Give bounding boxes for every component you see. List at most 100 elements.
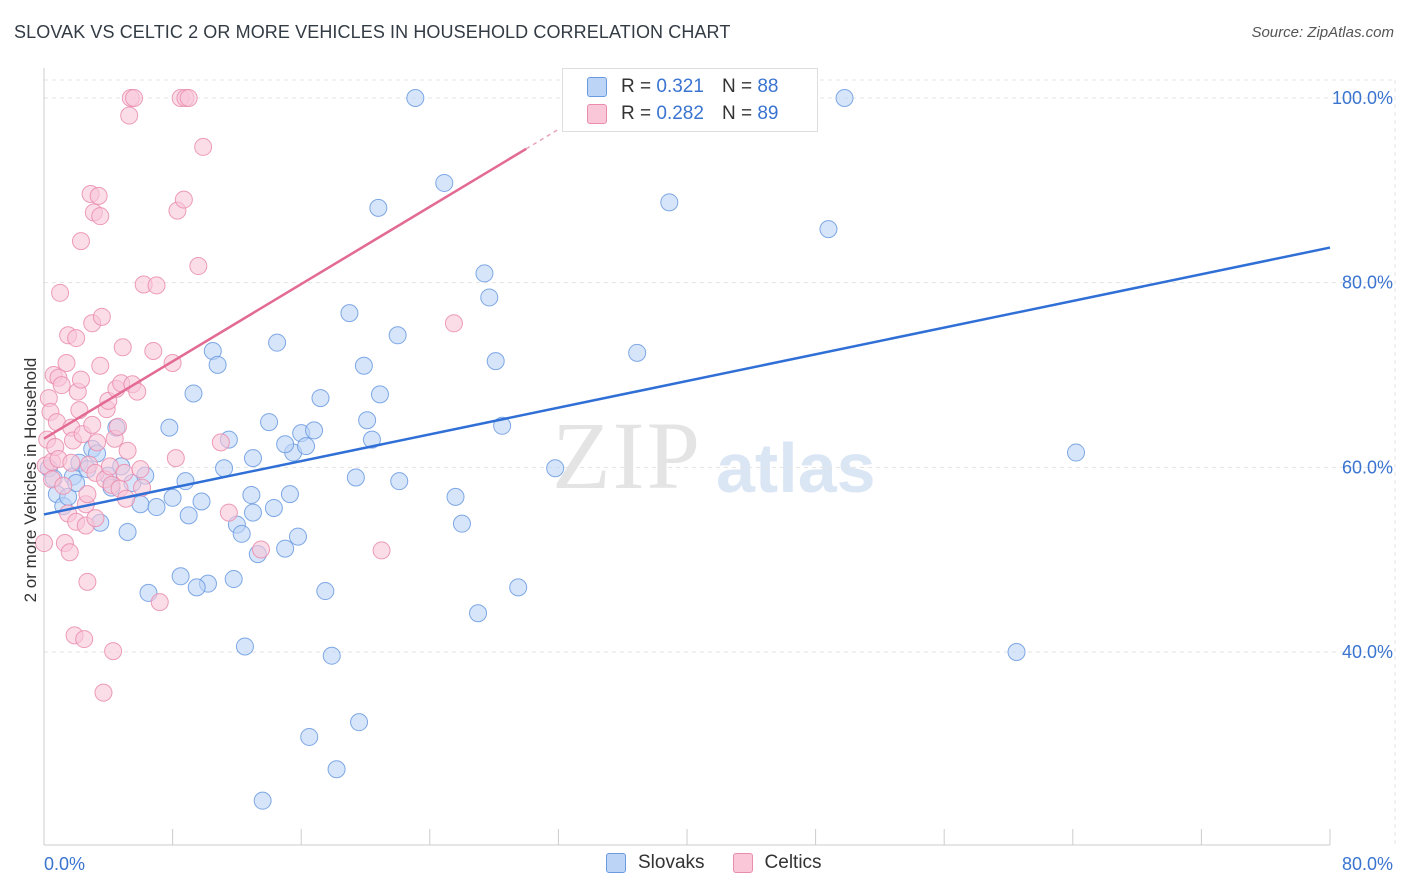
- chart-title: SLOVAK VS CELTIC 2 OR MORE VEHICLES IN H…: [14, 22, 731, 42]
- point-celtics: [35, 534, 53, 553]
- legend-swatch-celtics: [587, 104, 607, 124]
- point-slovaks: [340, 304, 359, 323]
- point-slovaks: [354, 356, 373, 375]
- y-tick-label: 60.0%: [1342, 457, 1393, 477]
- point-celtics: [115, 463, 134, 482]
- point-celtics: [92, 307, 111, 326]
- point-slovaks: [300, 727, 319, 746]
- series-legend-slovaks: Slovaks: [606, 852, 705, 874]
- point-celtics: [174, 190, 193, 209]
- point-celtics: [71, 370, 90, 389]
- point-slovaks: [297, 437, 316, 456]
- point-slovaks: [358, 411, 377, 430]
- point-celtics: [52, 376, 71, 395]
- point-celtics: [166, 449, 185, 468]
- point-slovaks: [160, 418, 179, 437]
- point-celtics: [219, 503, 238, 522]
- point-celtics: [91, 356, 110, 375]
- y-tick-label: 40.0%: [1342, 642, 1393, 662]
- point-slovaks: [253, 791, 272, 810]
- point-slovaks: [288, 527, 307, 546]
- point-celtics: [54, 476, 73, 495]
- point-celtics: [51, 283, 70, 302]
- point-slovaks: [509, 578, 528, 597]
- y-axis-label-wrap: 2 or more Vehicles in Household: [16, 300, 46, 660]
- point-slovaks: [327, 760, 346, 779]
- legend-n-value-slovaks: 88: [757, 76, 779, 97]
- series-legend-label-celtics: Celtics: [764, 852, 822, 873]
- point-slovaks: [1067, 443, 1086, 462]
- point-celtics: [194, 137, 213, 156]
- legend-r-label: R =: [621, 76, 652, 97]
- point-celtics: [89, 186, 108, 205]
- point-slovaks: [546, 459, 565, 478]
- point-slovaks: [369, 198, 388, 217]
- point-slovaks: [475, 264, 494, 283]
- point-slovaks: [311, 389, 330, 408]
- point-celtics: [211, 433, 230, 452]
- point-slovaks: [192, 492, 211, 511]
- point-celtics: [94, 683, 113, 702]
- point-celtics: [71, 232, 90, 251]
- legend-n-label: N =: [721, 103, 753, 124]
- point-celtics: [252, 540, 271, 559]
- point-slovaks: [452, 514, 471, 533]
- point-slovaks: [276, 435, 295, 454]
- point-slovaks: [350, 713, 369, 732]
- legend-r-label: R =: [621, 103, 652, 124]
- point-slovaks: [280, 485, 299, 504]
- chart-source: Source: ZipAtlas.com: [1251, 24, 1394, 41]
- point-celtics: [104, 642, 123, 661]
- point-slovaks: [243, 503, 262, 522]
- point-slovaks: [362, 430, 381, 449]
- point-celtics: [78, 572, 97, 591]
- point-celtics: [86, 509, 105, 528]
- point-slovaks: [215, 459, 234, 478]
- series-legend-celtics: Celtics: [732, 852, 822, 874]
- point-celtics: [144, 341, 163, 360]
- point-celtics: [444, 314, 463, 333]
- y-tick-label: 80.0%: [1342, 273, 1393, 293]
- trendline-celtics: [43, 147, 527, 440]
- point-slovaks: [118, 522, 137, 541]
- point-slovaks: [243, 449, 262, 468]
- point-slovaks: [232, 524, 251, 543]
- series-legend-label-slovaks: Slovaks: [638, 852, 705, 873]
- point-celtics: [67, 329, 86, 348]
- point-celtics: [88, 433, 107, 452]
- point-slovaks: [235, 637, 254, 656]
- x-tick-label-min: 0.0%: [44, 854, 85, 874]
- legend-row-slovaks: R = 0.321 N = 88: [587, 75, 778, 99]
- legend-r-value-celtics: 0.282: [656, 103, 704, 124]
- point-slovaks: [446, 487, 465, 506]
- watermark-zip: ZIP: [552, 402, 702, 509]
- point-slovaks: [435, 173, 454, 192]
- point-celtics: [62, 453, 81, 472]
- point-celtics: [113, 338, 132, 357]
- point-slovaks: [819, 220, 838, 239]
- trendline-extension-celtics: [525, 128, 559, 150]
- y-axis-label: 2 or more Vehicles in Household: [21, 357, 40, 603]
- point-celtics: [125, 89, 144, 107]
- legend-row-celtics: R = 0.282 N = 89: [587, 102, 778, 126]
- point-celtics: [179, 89, 198, 107]
- point-celtics: [120, 106, 139, 125]
- correlation-legend: R = 0.321 N = 88 R = 0.282 N = 89: [562, 68, 818, 132]
- legend-n-value-celtics: 89: [757, 103, 779, 124]
- point-slovaks: [388, 326, 407, 345]
- series-legend-swatch-slovaks: [606, 853, 626, 873]
- point-slovaks: [835, 89, 854, 107]
- point-slovaks: [276, 539, 295, 558]
- point-slovaks: [208, 355, 227, 374]
- point-slovaks: [469, 604, 488, 623]
- point-slovaks: [486, 352, 505, 371]
- legend-r-value-slovaks: 0.321: [656, 76, 704, 97]
- point-slovaks: [147, 498, 166, 517]
- point-celtics: [147, 276, 166, 295]
- y-tick-label: 100.0%: [1332, 88, 1393, 108]
- point-slovaks: [406, 89, 425, 107]
- point-slovaks: [493, 416, 512, 435]
- point-slovaks: [179, 506, 198, 525]
- point-slovaks: [242, 486, 261, 505]
